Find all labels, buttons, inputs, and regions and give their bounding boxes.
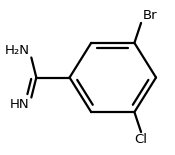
Text: H₂N: H₂N xyxy=(5,44,30,57)
Text: HN: HN xyxy=(10,98,30,111)
Text: Cl: Cl xyxy=(135,133,148,146)
Text: Br: Br xyxy=(143,9,157,22)
